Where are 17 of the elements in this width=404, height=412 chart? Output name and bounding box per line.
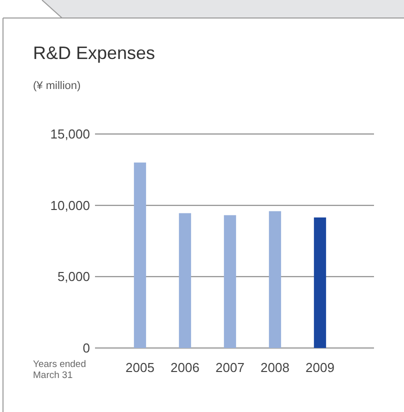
bar	[134, 162, 146, 348]
y-tick-label: 5,000	[57, 269, 90, 284]
y-tick-label: 15,000	[50, 126, 90, 142]
chart-title: R&D Expenses	[33, 43, 156, 63]
x-axis-title: Years ended March 31	[33, 359, 86, 381]
x-tick-label: 2006	[170, 360, 200, 375]
x-tick-label: 2009	[306, 360, 334, 375]
x-tick-label: 2005	[126, 360, 154, 375]
bar	[268, 211, 282, 348]
bar	[224, 215, 236, 348]
bar	[178, 213, 192, 348]
x-tick-label: 2008	[260, 360, 290, 375]
bar	[314, 217, 326, 348]
y-tick-label: 10,000	[50, 198, 90, 213]
x-tick-label: 2007	[216, 360, 244, 375]
y-tick-label: 0	[82, 340, 90, 356]
chart-subtitle: (¥ million)	[33, 80, 81, 92]
